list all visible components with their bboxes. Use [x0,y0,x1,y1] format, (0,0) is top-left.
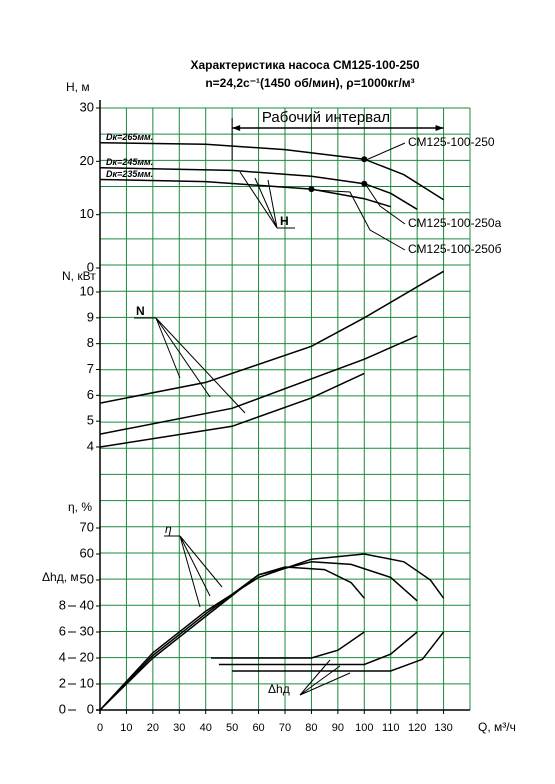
y-tick-label: 0 [87,701,94,716]
y-axis-label: η, % [68,500,92,514]
x-tick-label: 10 [120,722,132,734]
curve-label: η [165,522,172,536]
curve-label: H [280,214,289,228]
x-tick-label: 80 [305,722,317,734]
curve [99,566,365,711]
y2-tick-label: 0 [59,701,66,716]
marker [308,186,315,193]
y-tick-label: 9 [87,309,94,324]
x-tick-label: 20 [147,722,159,734]
series-label: Dк=245мм. [106,157,153,167]
curve [99,166,418,210]
y2-tick-label: 4 [59,649,66,664]
x-tick-label: 90 [332,722,344,734]
x-tick-label: 120 [408,722,426,734]
x-tick-label: 0 [97,722,103,734]
marker [361,180,368,187]
curve [211,631,365,659]
curve [99,178,391,208]
y-tick-label: 7 [87,361,94,376]
y-axis-label: H, м [66,80,90,94]
x-tick-label: 110 [382,722,400,734]
curve [232,631,445,672]
y-tick-label: 5 [87,413,94,428]
y-tick-label: 70 [80,519,94,534]
y-tick-label: 50 [80,571,94,586]
y-tick-label: 30 [80,99,94,114]
chart-title: Характеристика насоса СМ125-100-250 [190,58,419,72]
y-tick-label: 10 [80,206,94,221]
y-tick-label: 10 [80,283,94,298]
background-grid [99,107,471,711]
x-tick-label: 40 [200,722,212,734]
interval-label: Рабочий интервал [262,109,390,126]
x-tick-label: 130 [434,722,452,734]
y-tick-label: 20 [80,649,94,664]
y-tick-label: 10 [80,675,94,690]
x-tick-label: 70 [279,722,291,734]
curve [99,561,418,711]
x-tick-label: 60 [252,722,264,734]
x-tick-label: 30 [173,722,185,734]
y-tick-label: 40 [80,597,94,612]
y-tick-label: 8 [87,335,94,350]
model-label: СМ125-100-250б [408,242,502,256]
y-tick-label: 4 [87,438,94,453]
model-label: СМ125-100-250 [408,135,495,149]
y-axis-label: N, кВт [62,269,96,283]
curve [99,141,444,201]
y-tick-label: 60 [80,545,94,560]
marker [361,156,368,163]
x-tick-label: 50 [226,722,238,734]
x-axis-label: Q, м³/ч [478,720,516,734]
leader-lines [134,142,406,696]
series-label: Dк=235мм. [106,169,153,179]
curve [99,335,418,435]
y-tick-label: 30 [80,623,94,638]
y2-tick-label: 6 [59,623,66,638]
x-tick-label: 100 [355,722,373,734]
curve [99,372,365,448]
curve-label: Δhд [268,682,290,696]
curve [218,631,418,666]
model-label: СМ125-100-250а [408,216,502,230]
y-tick-label: 20 [80,153,94,168]
y2-tick-label: 2 [59,675,66,690]
curve-label: N [136,304,145,318]
y-tick-label: 0 [87,259,94,274]
y-tick-label: 6 [87,387,94,402]
y2-tick-label: 8 [59,597,66,612]
y2-axis-label: Δhд, м [42,570,79,584]
chart-subtitle: n=24,2с⁻¹(1450 об/мин), ρ=1000кг/м³ [205,76,414,90]
curve [99,553,445,711]
curve [99,270,444,404]
series-label: Dк=265мм. [106,132,153,142]
